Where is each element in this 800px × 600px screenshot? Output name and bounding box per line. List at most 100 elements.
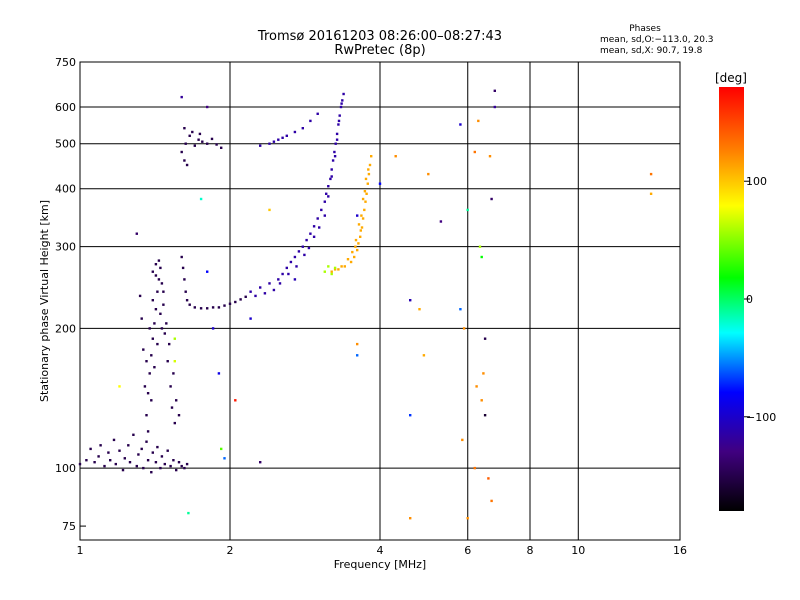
data-point — [107, 451, 110, 454]
data-point — [378, 182, 382, 185]
data-point — [239, 298, 242, 301]
data-point — [361, 197, 365, 201]
data-point — [363, 208, 366, 212]
data-point — [418, 308, 421, 311]
data-point — [132, 433, 135, 436]
data-point — [159, 466, 162, 470]
data-point — [180, 464, 183, 468]
data-point — [128, 461, 132, 464]
data-point — [123, 457, 126, 460]
data-point — [185, 163, 189, 167]
data-point — [172, 372, 175, 375]
data-point — [146, 392, 150, 395]
y-tick-label: 500 — [55, 138, 76, 151]
data-point — [153, 366, 156, 369]
data-point — [320, 208, 323, 212]
data-point — [166, 360, 169, 363]
data-point — [293, 255, 297, 259]
data-point — [185, 462, 189, 466]
data-point — [168, 342, 171, 346]
data-point — [166, 449, 169, 452]
data-point — [228, 302, 232, 305]
phases-o-stats: mean, sd,O:−113.0, 20.3 — [600, 35, 714, 45]
y-axis-label: Stationary phase Virtual Height [km] — [38, 200, 51, 402]
phase-colorbar: [deg] 100 0 −100 — [715, 71, 776, 511]
data-point — [649, 172, 653, 176]
data-point — [346, 258, 350, 261]
data-point — [427, 172, 430, 176]
data-point — [175, 468, 178, 472]
data-point — [135, 232, 138, 235]
data-point — [312, 225, 316, 228]
plot-area: 1 2 4 6 8 10 16 75 100 200 300 400 500 600 750 — [55, 56, 687, 557]
data-point — [191, 130, 194, 134]
data-point — [165, 322, 168, 325]
data-point — [154, 274, 158, 277]
data-point — [351, 250, 354, 254]
data-point — [487, 477, 490, 480]
data-point — [341, 99, 344, 102]
data-point — [172, 459, 175, 462]
data-point — [360, 226, 364, 229]
data-point — [466, 517, 469, 520]
data-point — [142, 466, 145, 470]
y-tick-label: 400 — [55, 183, 76, 196]
data-point — [478, 245, 482, 248]
data-point — [234, 300, 237, 304]
data-point — [337, 119, 341, 123]
data-point — [278, 282, 282, 285]
data-point — [173, 337, 176, 340]
data-point — [357, 242, 360, 245]
colorbar-label: [deg] — [715, 71, 747, 85]
data-point — [118, 449, 121, 452]
x-tick-label: 16 — [673, 544, 687, 557]
data-point — [340, 102, 343, 105]
chart-subtitle: RwPretec (8p) — [334, 43, 425, 58]
data-point — [480, 399, 483, 402]
data-point — [333, 266, 337, 270]
data-point — [309, 232, 312, 235]
data-point — [156, 290, 159, 293]
data-point — [154, 308, 158, 311]
data-point — [145, 440, 148, 443]
data-point — [169, 385, 172, 388]
data-point — [223, 304, 226, 307]
data-point — [330, 270, 333, 273]
data-point — [138, 294, 142, 298]
data-point — [490, 197, 493, 201]
data-point — [206, 142, 209, 145]
data-point — [459, 308, 462, 311]
data-point — [335, 138, 339, 141]
data-point — [295, 265, 298, 268]
data-point — [215, 143, 218, 146]
data-point — [244, 295, 247, 298]
data-point — [370, 155, 373, 158]
data-points — [78, 89, 653, 520]
data-point — [325, 192, 328, 195]
data-point — [493, 89, 496, 92]
data-point — [173, 421, 176, 425]
data-point — [277, 278, 280, 281]
data-point — [89, 447, 92, 451]
data-point — [177, 414, 181, 417]
data-point — [281, 136, 284, 139]
data-point — [323, 214, 326, 217]
colorbar-ticks: 100 0 −100 — [744, 175, 776, 424]
data-point — [188, 303, 191, 306]
data-point — [181, 266, 185, 270]
data-point — [162, 290, 165, 293]
data-point — [327, 185, 330, 188]
data-point — [114, 462, 117, 466]
data-point — [259, 144, 262, 147]
data-point — [312, 235, 316, 238]
data-point — [293, 130, 297, 134]
data-point — [197, 138, 200, 141]
data-point — [146, 459, 150, 462]
data-point — [85, 459, 88, 462]
data-point — [359, 235, 362, 238]
data-point — [337, 268, 340, 271]
data-point — [151, 270, 154, 273]
data-point — [339, 105, 343, 109]
y-tick-label: 100 — [55, 462, 76, 475]
